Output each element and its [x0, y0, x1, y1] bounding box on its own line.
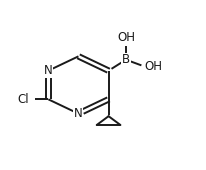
Text: Cl: Cl: [17, 93, 29, 106]
Text: N: N: [74, 107, 83, 120]
Text: B: B: [122, 53, 130, 66]
Text: OH: OH: [117, 31, 135, 44]
Text: OH: OH: [144, 60, 162, 73]
Text: N: N: [44, 64, 53, 77]
